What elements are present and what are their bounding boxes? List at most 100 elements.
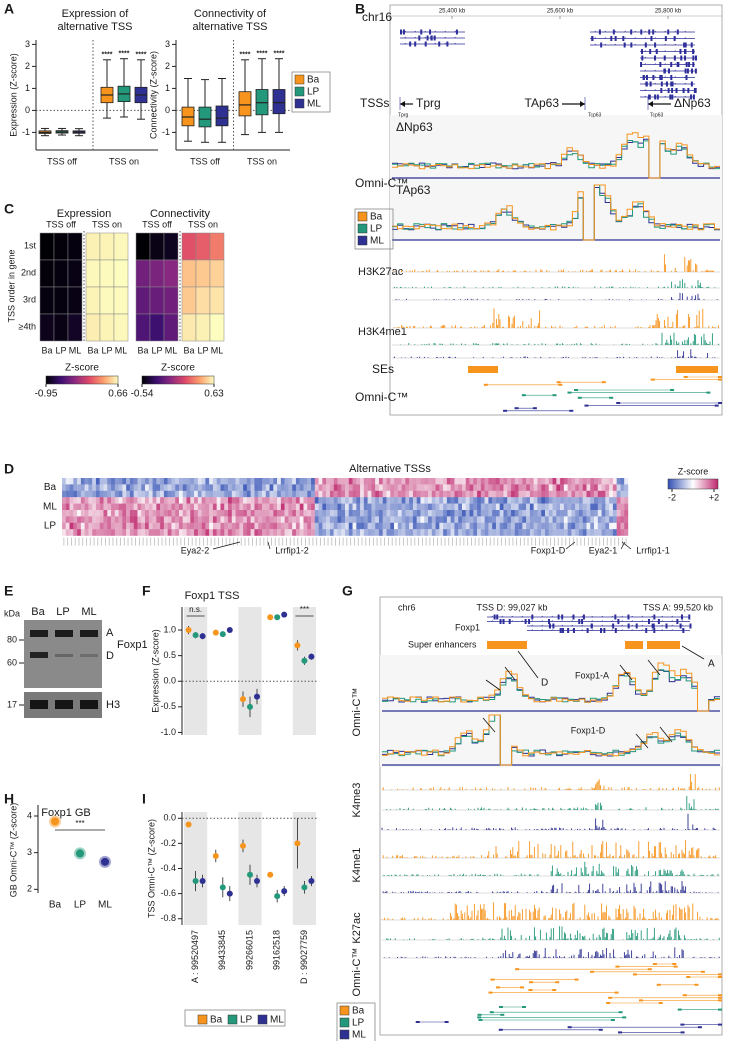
heat-cell-pattern [371, 522, 376, 530]
heat-cell [85, 313, 101, 342]
heat-cell-pattern [469, 497, 474, 504]
heat-cell-pattern [390, 510, 395, 517]
heat-cell-pattern [111, 503, 116, 511]
heat-cell-pattern [597, 510, 602, 517]
heat-cell-pattern [616, 529, 621, 536]
heat-cell-pattern [394, 516, 399, 523]
heat-cell-pattern [537, 529, 542, 536]
heat-cell-pattern [243, 522, 248, 530]
track-title: Super enhancers [408, 639, 477, 649]
heat-cell-pattern [133, 497, 138, 504]
heat-cell-pattern [477, 510, 482, 517]
heat-cell-pattern [537, 478, 542, 485]
point [192, 632, 199, 639]
exon [614, 36, 617, 41]
heat-cell-pattern [541, 497, 546, 504]
heat-cell-pattern [258, 516, 263, 523]
exon [659, 75, 662, 80]
heat-cell-pattern [171, 516, 176, 523]
heat-cell-pattern [443, 529, 448, 536]
interaction-anchor [718, 976, 722, 978]
heat-cell-pattern [178, 510, 183, 517]
heat-cell-pattern [356, 497, 361, 504]
heat-cell-pattern [567, 478, 572, 485]
heat-cell-pattern [439, 497, 444, 504]
heat-cell-pattern [405, 478, 410, 485]
heat-cell-pattern [363, 478, 368, 485]
heat-cell-pattern [371, 516, 376, 523]
exon [679, 49, 682, 54]
column-label: Ba [183, 345, 194, 355]
strand-mark [413, 42, 417, 45]
heat-cell-pattern [284, 529, 289, 536]
point [192, 878, 199, 885]
heat-cell-pattern [288, 510, 293, 517]
heat-cell-pattern [122, 516, 127, 523]
heat-cell-pattern [314, 484, 319, 491]
heat-cell-pattern [250, 503, 255, 511]
heat-cell-pattern [73, 497, 78, 504]
heat-cell-pattern [537, 497, 542, 504]
interaction-anchor [574, 978, 579, 981]
gene-pointer [620, 541, 626, 550]
heat-cell-pattern [175, 484, 180, 491]
heat-cell-pattern [333, 503, 338, 511]
heat-cell-pattern [137, 510, 142, 517]
heat-cell-pattern [401, 522, 406, 530]
heat-cell-pattern [280, 529, 285, 536]
tss-small-label: Tprg [398, 112, 409, 118]
heat-cell-pattern [348, 522, 353, 530]
heat-cell-pattern [156, 490, 161, 498]
heat-cell-pattern [541, 510, 546, 517]
heat-cell-pattern [378, 497, 383, 504]
heat-cell-pattern [190, 516, 195, 523]
heat-cell-pattern [567, 503, 572, 511]
heat-cell-pattern [235, 484, 240, 491]
gene-label: Foxp1 [455, 622, 480, 632]
heat-cell-pattern [295, 516, 300, 523]
heat-cell-pattern [209, 478, 214, 485]
heat-cell-pattern [175, 497, 180, 504]
heat-cell-pattern [141, 503, 146, 511]
heat-cell-pattern [394, 478, 399, 485]
heat-cell-pattern [594, 516, 599, 523]
heat-cell-pattern [616, 497, 621, 504]
heat-cell-pattern [488, 510, 493, 517]
heat-cell-pattern [62, 516, 66, 523]
heat-cell-pattern [375, 484, 380, 491]
heat-cell-pattern [605, 516, 610, 523]
heat-cell-pattern [597, 484, 602, 491]
x-tick-label: 99266015 [244, 930, 254, 970]
strand-mark [570, 615, 574, 618]
strand-mark [683, 37, 687, 39]
band-label: D [106, 650, 114, 662]
heat-cell-pattern [88, 516, 93, 523]
exon [686, 68, 689, 74]
y-axis-title: TSS Omni-C™ (Z-score) [146, 819, 156, 918]
heat-cell [135, 232, 151, 261]
heat-cell-pattern [582, 510, 587, 517]
interaction-anchor [490, 978, 495, 981]
heat-cell-pattern [194, 522, 199, 530]
heat-cell-pattern [269, 478, 274, 485]
strand-mark [613, 30, 617, 33]
strand-mark [673, 43, 677, 46]
strand-mark [643, 50, 647, 52]
row-title: H3K27ac [358, 266, 404, 278]
heat-cell-pattern [231, 516, 236, 523]
heat-cell-pattern [126, 490, 131, 498]
heat-cell-pattern [314, 516, 319, 523]
interaction-anchor [519, 986, 524, 989]
row-label: 1st [24, 240, 37, 250]
lane-label: LP [56, 606, 69, 618]
interaction-anchor [552, 989, 557, 991]
heat-cell-pattern [616, 516, 621, 523]
heat-cell-pattern [178, 522, 183, 530]
heat-cell-pattern [548, 497, 553, 504]
heat-cell-pattern [612, 484, 617, 491]
heat-cell-pattern [375, 516, 380, 523]
heat-cell-pattern [412, 522, 417, 530]
heat-cell-pattern [307, 497, 312, 504]
heat-cell [149, 313, 165, 342]
exon [654, 94, 657, 100]
